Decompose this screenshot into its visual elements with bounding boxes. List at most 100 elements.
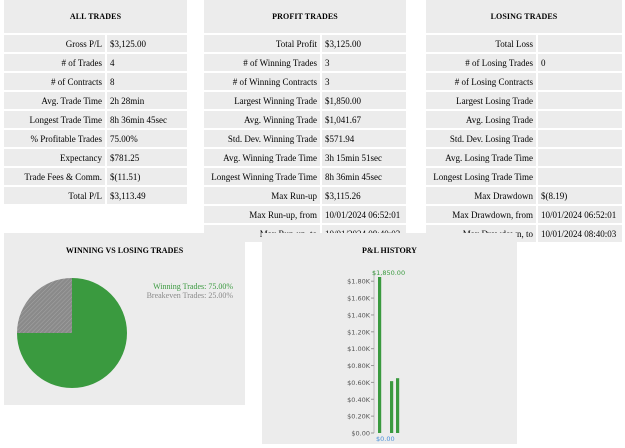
profit-trades-title: PROFIT TRADES [204, 0, 406, 33]
y-tick-label: $0.80K [347, 362, 371, 370]
losing-trades-label: Total Loss [426, 35, 536, 52]
losing-trades-value [536, 130, 622, 147]
profit-trades-value: 3h 15min 51sec [320, 149, 406, 166]
profit-trades-label: Total Profit [204, 35, 320, 52]
all-trades-row: # of Contracts 8 [4, 73, 187, 90]
all-trades-value: 8h 36min 45sec [105, 111, 187, 128]
profit-trades-panel: PROFIT TRADES Total Profit $3,125.00 # of … [204, 0, 406, 244]
profit-trades-label: Avg. Winning Trade Time [204, 149, 320, 166]
all-trades-value: 2h 28min [105, 92, 187, 109]
pie-chart [17, 278, 127, 388]
y-tick-label: $0.40K [347, 396, 371, 404]
losing-trades-value: $(8.19) [536, 187, 622, 204]
losing-trades-label: # of Losing Contracts [426, 73, 536, 90]
pnl-bar [396, 378, 400, 433]
profit-trades-label: Avg. Winning Trade [204, 111, 320, 128]
losing-trades-row: Avg. Losing Trade Time [426, 149, 622, 166]
losing-trades-label: Avg. Losing Trade [426, 111, 536, 128]
all-trades-value: $3,113.49 [105, 187, 187, 204]
legend-winning: Winning Trades: 75.00% [153, 282, 233, 291]
losing-trades-value: 10/01/2024 08:40:03 [536, 225, 622, 242]
losing-trades-row: Total Loss [426, 35, 622, 52]
all-trades-row: Total P/L $3,113.49 [4, 187, 187, 204]
losing-trades-value [536, 73, 622, 90]
all-trades-label: Expectancy [4, 149, 105, 166]
profit-trades-label: Longest Winning Trade Time [204, 168, 320, 185]
pie-chart-title: WINNING VS LOSING TRADES [65, 246, 184, 255]
profit-trades-row: Avg. Winning Trade $1,041.67 [204, 111, 406, 128]
pie-slice-breakeven [17, 278, 72, 333]
profit-trades-value: 3 [320, 73, 406, 90]
all-trades-label: # of Trades [4, 54, 105, 71]
losing-trades-label: Largest Losing Trade [426, 92, 536, 109]
losing-trades-panel: LOSING TRADES Total Loss # of Losing Trad… [426, 0, 622, 244]
losing-trades-row: Max Drawdown, from 10/01/2024 06:52:01 [426, 206, 622, 223]
profit-trades-value: $1,850.00 [320, 92, 406, 109]
losing-trades-row: # of Losing Trades 0 [426, 54, 622, 71]
profit-trades-row: Total Profit $3,125.00 [204, 35, 406, 52]
profit-trades-label: Max Run-up, from [204, 206, 320, 223]
losing-trades-value [536, 92, 622, 109]
profit-trades-row: Max Run-up $3,115.26 [204, 187, 406, 204]
all-trades-value: 75.00% [105, 130, 187, 147]
profit-trades-label: # of Winning Trades [204, 54, 320, 71]
all-trades-label: Gross P/L [4, 35, 105, 52]
all-trades-value: $3,125.00 [105, 35, 187, 52]
losing-trades-label: Max Drawdown, from [426, 206, 536, 223]
pnl-chart-title: P&L HISTORY [362, 246, 417, 255]
pnl-history-panel: P&L HISTORY $0.00 $0.20K $0.40K $0.60K $0.80… [262, 233, 517, 444]
all-trades-label: Avg. Trade Time [4, 92, 105, 109]
profit-trades-value: 3 [320, 54, 406, 71]
losing-trades-row: Avg. Losing Trade [426, 111, 622, 128]
profit-trades-row: Largest Winning Trade $1,850.00 [204, 92, 406, 109]
all-trades-label: % Profitable Trades [4, 130, 105, 147]
losing-trades-row: # of Losing Contracts [426, 73, 622, 90]
profit-trades-value: $3,125.00 [320, 35, 406, 52]
losing-trades-row: Largest Losing Trade [426, 92, 622, 109]
losing-trades-value [536, 149, 622, 166]
profit-trades-row: # of Winning Trades 3 [204, 54, 406, 71]
y-tick-label: $1.20K [347, 328, 371, 336]
profit-trades-label: Largest Winning Trade [204, 92, 320, 109]
y-tick-label: $1.60K [347, 295, 371, 303]
losing-trades-title: LOSING TRADES [426, 0, 622, 33]
losing-trades-label: # of Losing Trades [426, 54, 536, 71]
profit-trades-value: $3,115.26 [320, 187, 406, 204]
all-trades-row: Trade Fees & Comm. $(11.51) [4, 168, 187, 185]
all-trades-row: Gross P/L $3,125.00 [4, 35, 187, 52]
losing-trades-row: Max Drawdown $(8.19) [426, 187, 622, 204]
all-trades-row: Expectancy $781.25 [4, 149, 187, 166]
all-trades-row: Longest Trade Time 8h 36min 45sec [4, 111, 187, 128]
win-loss-chart-panel: WINNING VS LOSING TRADES Winning Trades:… [4, 233, 245, 405]
y-tick-label: $0.00 [351, 430, 370, 438]
all-trades-value: 8 [105, 73, 187, 90]
losing-trades-value [536, 35, 622, 52]
profit-trades-row: Avg. Winning Trade Time 3h 15min 51sec [204, 149, 406, 166]
profit-trades-row: Std. Dev. Winning Trade $571.94 [204, 130, 406, 147]
all-trades-value: $781.25 [105, 149, 187, 166]
losing-trades-value [536, 111, 622, 128]
all-trades-value: $(11.51) [105, 168, 187, 185]
all-trades-label: # of Contracts [4, 73, 105, 90]
y-tick-label: $0.20K [347, 413, 371, 421]
all-trades-row: % Profitable Trades 75.00% [4, 130, 187, 147]
all-trades-value: 4 [105, 54, 187, 71]
pnl-bar [378, 277, 382, 433]
bar-data-label: $1,850.00 [372, 269, 405, 277]
all-trades-label: Total P/L [4, 187, 105, 204]
losing-trades-value: 0 [536, 54, 622, 71]
profit-trades-label: # of Winning Contracts [204, 73, 320, 90]
profit-trades-row: Longest Winning Trade Time 8h 36min 45sec [204, 168, 406, 185]
losing-trades-row: Longest Losing Trade Time [426, 168, 622, 185]
all-trades-row: # of Trades 4 [4, 54, 187, 71]
losing-trades-label: Avg. Losing Trade Time [426, 149, 536, 166]
all-trades-table: Gross P/L $3,125.00 # of Trades 4 # of Contr… [4, 33, 187, 206]
profit-trades-label: Max Run-up [204, 187, 320, 204]
bar-data-label: $0.00 [376, 435, 395, 443]
profit-trades-value: $1,041.67 [320, 111, 406, 128]
losing-trades-label: Std. Dev. Losing Trade [426, 130, 536, 147]
all-trades-label: Longest Trade Time [4, 111, 105, 128]
all-trades-label: Trade Fees & Comm. [4, 168, 105, 185]
losing-trades-table: Total Loss # of Losing Trades 0 # of Losing… [426, 33, 622, 244]
profit-trades-row: # of Winning Contracts 3 [204, 73, 406, 90]
